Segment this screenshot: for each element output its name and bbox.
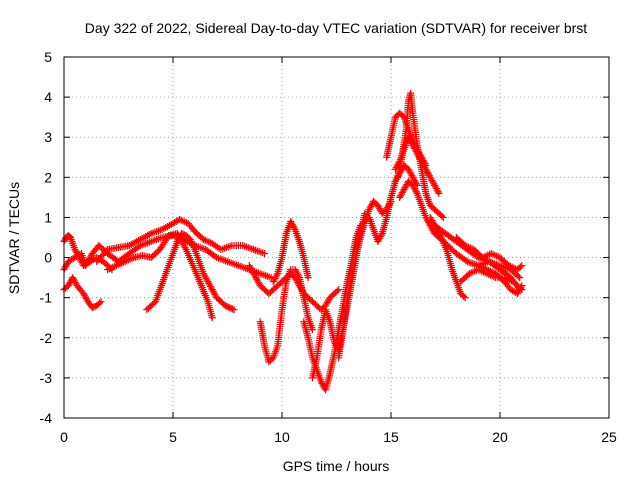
y-tick-label: -2 [40,330,53,346]
x-tick-label: 25 [601,429,617,445]
y-tick-label: -4 [40,410,53,426]
y-tick-label: 3 [44,129,52,145]
y-tick-label: 0 [44,250,52,266]
data-point [514,272,522,280]
y-tick-label: 5 [44,49,52,65]
data-point [273,271,281,279]
data-point [333,287,341,295]
series-arc-3 [93,215,269,266]
data-point [290,224,298,232]
data-point [335,286,343,294]
series-arc-21 [452,234,526,274]
data-point [309,326,317,334]
y-tick-label: 1 [44,209,52,225]
y-tick-label: -3 [40,370,53,386]
x-tick-label: 10 [274,429,290,445]
y-tick-label: 2 [44,169,52,185]
data-point [412,188,420,196]
x-tick-labels: 0 5 10 15 20 25 [60,429,617,445]
chart-title: Day 322 of 2022, Sidereal Day-to-day VTE… [85,20,587,36]
data-point [439,213,447,221]
x-axis-label: GPS time / hours [283,458,390,474]
series-arc-23 [474,262,526,298]
data-point [304,274,312,282]
y-axis-label: SDTVAR / TECUs [6,182,22,294]
data-point [438,236,446,244]
x-tick-label: 5 [169,429,177,445]
data-point [438,212,446,220]
data-point [208,314,216,322]
data-point [518,282,526,290]
data-point [377,231,385,239]
data-point [229,305,237,313]
data-point [461,294,469,302]
x-tick-label: 15 [383,429,399,445]
data-point [518,262,526,270]
series-arc-5 [104,229,216,322]
data-point [460,292,468,300]
series-arc-16 [394,89,447,221]
data-point [261,250,269,258]
data-point [435,189,443,197]
data-point [517,283,525,291]
data-point [516,263,524,271]
series-arc-8 [256,266,317,366]
data-point [516,274,524,282]
y-tick-labels: -4 -3 -2 -1 0 1 2 3 4 5 [40,49,53,426]
series-arc-6 [143,229,238,314]
series-arc-1 [60,274,105,312]
data-point [97,298,105,306]
data-points [60,89,526,394]
data-point [96,299,104,307]
data-point [295,272,303,280]
series-arc-9 [269,217,312,286]
plot-frame [63,56,610,419]
y-tick-label: 4 [44,89,52,105]
data-point [434,188,442,196]
series-arc-13 [352,161,421,254]
x-tick-label: 0 [60,429,68,445]
y-tick-label: -1 [40,290,53,306]
data-point [230,306,238,314]
x-tick-label: 20 [492,429,508,445]
